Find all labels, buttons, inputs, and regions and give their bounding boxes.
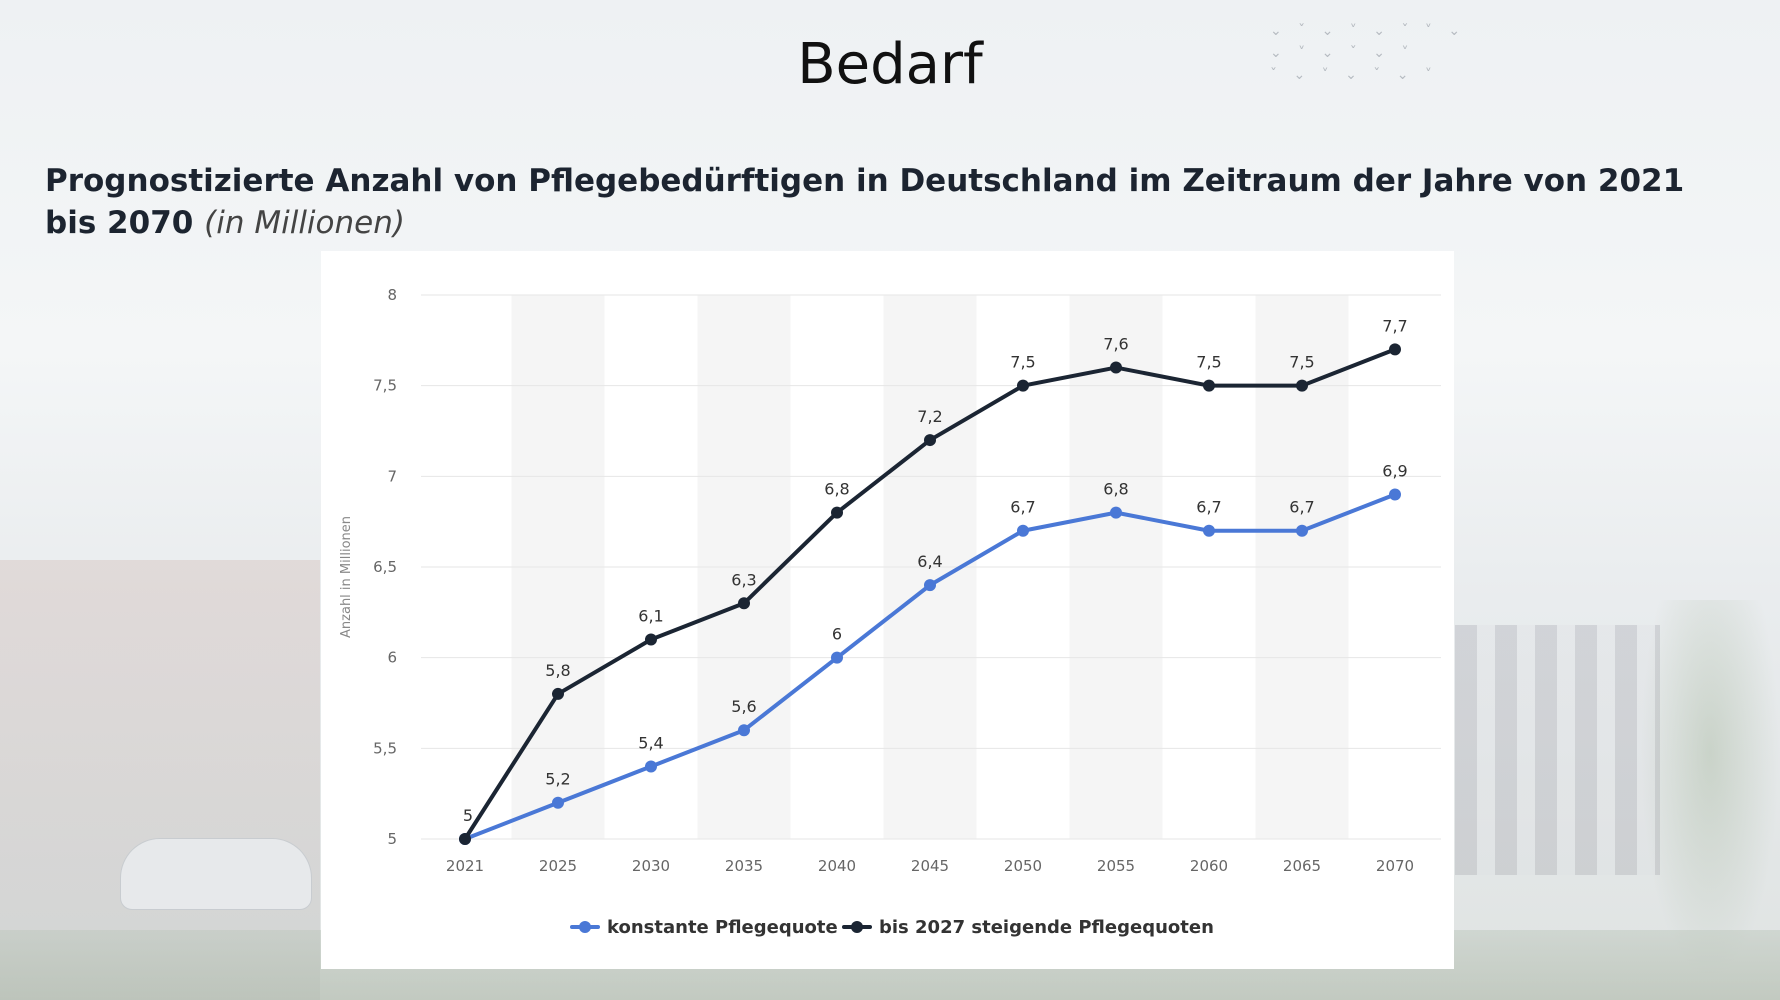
data-point — [738, 724, 750, 737]
data-point — [459, 833, 471, 845]
data-point — [645, 760, 657, 773]
x-tick-label: 2045 — [911, 857, 949, 875]
x-tick-label: 2060 — [1190, 857, 1228, 875]
x-tick-label: 2040 — [818, 857, 856, 875]
chart-subtitle: Prognostizierte Anzahl von Pflegebedürft… — [45, 160, 1685, 244]
data-point — [924, 579, 936, 592]
data-label: 7,7 — [1382, 316, 1407, 335]
data-point — [1017, 379, 1029, 392]
data-label: 5 — [463, 806, 473, 825]
y-tick-label: 7 — [387, 467, 397, 485]
data-label: 5,8 — [545, 661, 570, 680]
data-point — [1389, 343, 1401, 356]
y-tick-label: 5,5 — [373, 739, 397, 757]
x-tick-label: 2030 — [632, 857, 670, 875]
chart-subtitle-text: Prognostizierte Anzahl von Pflegebedürft… — [45, 163, 1685, 241]
data-point — [1017, 524, 1029, 537]
data-label: 7,5 — [1010, 353, 1035, 372]
x-tick-label: 2050 — [1004, 857, 1042, 875]
data-label: 5,6 — [731, 697, 756, 716]
x-axis-ticks: 2021 2025 2030 2035 2040 2045 2050 2055 2060 2065… — [446, 857, 1414, 875]
data-point — [924, 434, 936, 447]
data-label: 6,7 — [1289, 498, 1314, 517]
legend-marker — [851, 921, 863, 933]
data-label: 6,1 — [638, 607, 663, 626]
chart-card: 5 5,5 6 6,5 7 7,5 8 2021 2025 2030 2035 2040 2045 20… — [321, 251, 1454, 969]
data-point — [1389, 488, 1401, 501]
y-tick-label: 6,5 — [373, 558, 397, 576]
data-label: 6,8 — [1103, 480, 1128, 499]
x-tick-label: 2065 — [1283, 857, 1321, 875]
y-tick-label: 6 — [387, 649, 397, 667]
data-label: 6,4 — [917, 552, 942, 571]
x-tick-label: 2021 — [446, 857, 484, 875]
data-point — [831, 651, 843, 664]
y-tick-label: 5 — [387, 830, 397, 848]
legend-label: bis 2027 steigende Pflegequoten — [879, 917, 1214, 938]
chart-series — [459, 343, 1401, 845]
data-label: 6,3 — [731, 570, 756, 589]
chart-subtitle-unit: (in Millionen) — [204, 205, 405, 241]
data-label: 7,5 — [1196, 353, 1221, 372]
legend-label: konstante Pflegequote — [607, 917, 838, 938]
data-point — [1203, 379, 1215, 392]
data-point — [1110, 361, 1122, 374]
data-point — [1296, 524, 1308, 537]
background-building-left — [0, 560, 320, 1000]
background-trees — [1640, 600, 1780, 980]
data-label: 7,6 — [1103, 335, 1128, 354]
chart-data-labels: 5 5,2 5,4 5,6 6 6,4 6,7 6,8 6,7 6,7 6,9 5,8 6,1 6,3 6,… — [463, 316, 1408, 825]
background-car — [120, 838, 312, 910]
slide-title: Bedarf — [797, 32, 983, 97]
y-axis-title: Anzahl in Millionen — [339, 516, 354, 638]
data-point — [1296, 379, 1308, 392]
x-tick-label: 2055 — [1097, 857, 1135, 875]
data-label: 6 — [832, 625, 842, 644]
data-point — [1110, 506, 1122, 519]
y-axis-ticks: 5 5,5 6 6,5 7 7,5 8 — [373, 286, 397, 848]
line-chart: 55,566,577,58 2021 2025 2030 2035 2040 2045 20… — [339, 286, 1441, 938]
data-label: 6,7 — [1010, 498, 1035, 517]
legend-marker — [579, 921, 591, 933]
data-label: 6,7 — [1196, 498, 1221, 517]
data-label: 7,5 — [1289, 353, 1314, 372]
data-point — [645, 633, 657, 646]
data-point — [738, 597, 750, 610]
x-tick-label: 2070 — [1376, 857, 1414, 875]
data-label: 6,8 — [824, 480, 849, 499]
background-building-right — [1455, 625, 1660, 875]
data-point — [1203, 524, 1215, 537]
data-point — [552, 687, 564, 700]
x-tick-label: 2035 — [725, 857, 763, 875]
x-tick-label: 2025 — [539, 857, 577, 875]
data-point — [552, 796, 564, 809]
data-label: 5,4 — [638, 733, 663, 752]
data-label: 6,9 — [1382, 461, 1407, 480]
data-label: 7,2 — [917, 407, 942, 426]
y-tick-label: 8 — [387, 286, 397, 304]
data-point — [831, 506, 843, 519]
chart-legend: konstante Pflegequote bis 2027 steigende … — [570, 917, 1214, 938]
data-label: 5,2 — [545, 770, 570, 789]
y-tick-label: 7,5 — [373, 377, 397, 395]
